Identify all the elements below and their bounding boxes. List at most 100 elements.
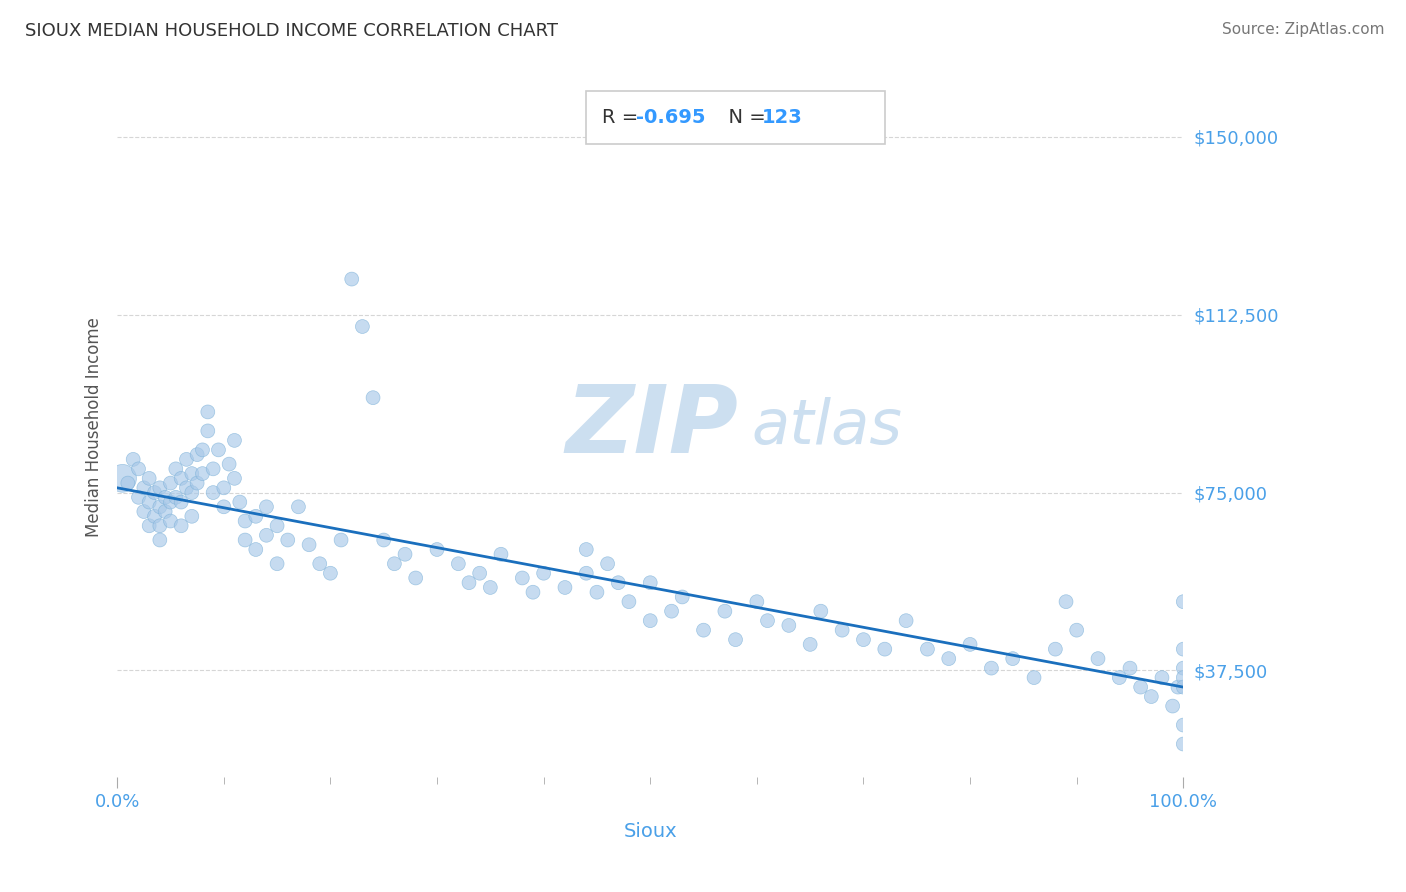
Point: [111, 471, 134, 485]
Point: [170, 495, 193, 509]
Point: [256, 528, 278, 542]
Point: [533, 566, 555, 581]
Point: [873, 642, 896, 657]
Point: [1167, 680, 1189, 694]
Point: [1173, 595, 1195, 609]
Point: [138, 518, 160, 533]
Point: [128, 462, 150, 476]
Point: [938, 651, 960, 665]
Point: [596, 557, 619, 571]
Point: [1150, 671, 1173, 685]
Point: [638, 575, 661, 590]
Point: [287, 500, 309, 514]
Point: [180, 485, 202, 500]
Point: [180, 467, 202, 481]
Point: [159, 495, 181, 509]
Point: [778, 618, 800, 632]
Point: [224, 434, 246, 448]
Point: [197, 405, 219, 419]
Point: [426, 542, 449, 557]
Point: [352, 319, 374, 334]
Text: R =: R =: [602, 108, 645, 127]
Point: [1054, 595, 1077, 609]
Point: [692, 623, 714, 637]
Point: [373, 533, 395, 547]
Point: [724, 632, 747, 647]
Point: [308, 557, 330, 571]
Point: [1173, 680, 1195, 694]
Point: [207, 442, 229, 457]
Point: [852, 632, 875, 647]
Point: [575, 542, 598, 557]
Point: [479, 581, 502, 595]
Point: [756, 614, 779, 628]
Text: Source: ZipAtlas.com: Source: ZipAtlas.com: [1222, 22, 1385, 37]
Point: [1161, 699, 1184, 714]
Point: [180, 509, 202, 524]
Point: [382, 557, 405, 571]
Point: [224, 471, 246, 485]
Point: [1173, 671, 1195, 685]
Point: [554, 581, 576, 595]
Point: [607, 575, 630, 590]
Point: [143, 485, 166, 500]
Point: [256, 500, 278, 514]
Point: [522, 585, 544, 599]
Point: [165, 462, 187, 476]
Point: [959, 637, 981, 651]
Point: [266, 518, 288, 533]
Point: [831, 623, 853, 637]
Point: [138, 495, 160, 509]
Point: [799, 637, 821, 651]
Text: -0.695: -0.695: [637, 108, 706, 127]
Point: [170, 471, 193, 485]
Point: [122, 452, 145, 467]
Point: [671, 590, 693, 604]
Point: [165, 491, 187, 505]
Point: [245, 542, 267, 557]
Point: [917, 642, 939, 657]
Point: [266, 557, 288, 571]
Point: [212, 481, 235, 495]
Point: [745, 595, 768, 609]
Point: [617, 595, 640, 609]
Text: atlas: atlas: [752, 397, 903, 458]
Point: [153, 491, 176, 505]
Point: [319, 566, 342, 581]
Point: [132, 504, 155, 518]
Point: [229, 495, 252, 509]
Point: [132, 481, 155, 495]
Point: [638, 614, 661, 628]
Point: [1140, 690, 1163, 704]
Point: [1108, 671, 1130, 685]
Point: [159, 514, 181, 528]
Point: [128, 491, 150, 505]
X-axis label: Sioux: Sioux: [623, 822, 678, 841]
Point: [458, 575, 481, 590]
Point: [176, 481, 198, 495]
Point: [1173, 661, 1195, 675]
Point: [1173, 642, 1195, 657]
Text: N =: N =: [716, 108, 772, 127]
Point: [894, 614, 917, 628]
Point: [153, 504, 176, 518]
Text: SIOUX MEDIAN HOUSEHOLD INCOME CORRELATION CHART: SIOUX MEDIAN HOUSEHOLD INCOME CORRELATIO…: [25, 22, 558, 40]
Point: [186, 448, 208, 462]
Point: [489, 547, 512, 561]
Point: [149, 518, 172, 533]
Point: [1129, 680, 1152, 694]
Point: [1066, 623, 1088, 637]
Text: ZIP: ZIP: [565, 382, 738, 474]
Point: [586, 585, 609, 599]
Point: [202, 485, 225, 500]
Point: [218, 457, 240, 471]
Point: [186, 476, 208, 491]
Point: [980, 661, 1002, 675]
Point: [159, 476, 181, 491]
Point: [468, 566, 491, 581]
Point: [191, 442, 214, 457]
Point: [277, 533, 299, 547]
Point: [661, 604, 683, 618]
Point: [1045, 642, 1067, 657]
Point: [117, 476, 139, 491]
